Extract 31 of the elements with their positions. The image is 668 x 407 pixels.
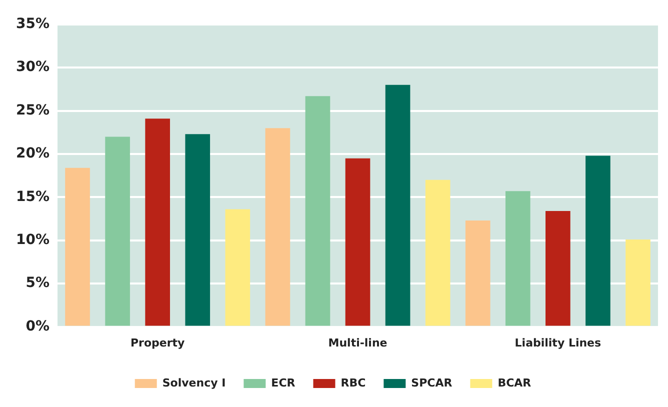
x-tick-label: Property <box>130 336 185 350</box>
bar <box>305 96 330 326</box>
y-tick-label: 10% <box>16 232 50 248</box>
legend-label: BCAR <box>498 376 532 390</box>
legend-label: SPCAR <box>411 376 453 390</box>
bar <box>105 136 130 326</box>
y-tick-label: 20% <box>16 146 50 162</box>
y-tick-label: 5% <box>26 275 50 292</box>
legend-label: ECR <box>271 376 296 390</box>
x-tick-label: Liability Lines <box>514 336 602 350</box>
bar <box>145 118 170 326</box>
bar <box>505 191 530 326</box>
bar <box>385 84 410 326</box>
legend-label: Solvency I <box>162 376 226 390</box>
bar <box>425 180 450 326</box>
bar <box>65 168 90 326</box>
bar <box>265 128 290 326</box>
bar <box>185 134 210 326</box>
bar <box>586 156 610 326</box>
y-tick-label: 25% <box>16 102 50 118</box>
bar <box>465 220 490 326</box>
bar <box>225 209 250 326</box>
bar <box>345 158 370 326</box>
x-tick-label: Multi-line <box>328 336 388 350</box>
bar <box>626 240 650 326</box>
y-tick-label: 30% <box>16 59 50 76</box>
y-tick-label: 15% <box>16 188 50 205</box>
y-tick-label: 35% <box>16 16 50 32</box>
y-tick-label: 0% <box>26 318 50 334</box>
legend-label: RBC <box>340 376 366 390</box>
bar <box>546 211 570 326</box>
